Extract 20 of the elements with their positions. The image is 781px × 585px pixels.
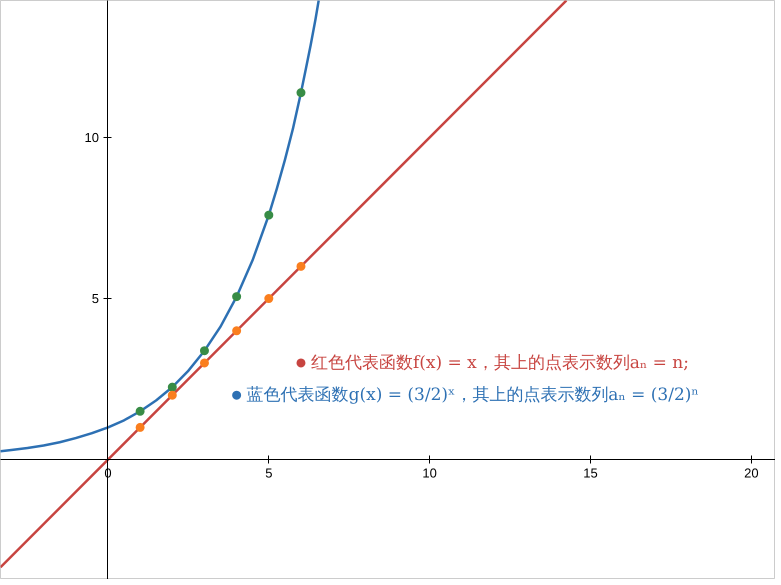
point [296,88,306,98]
x-tick-label: 5 [265,466,272,481]
point [296,262,306,271]
point [232,292,242,302]
x-tick-label: 10 [422,466,437,481]
point [136,406,145,416]
series-label: 红色代表函数f(x) = x，其上的点表示数列aₙ = n; [310,352,689,373]
point [232,390,242,400]
point [200,346,209,356]
point [200,358,209,368]
point [136,422,145,432]
point [264,294,274,304]
point [168,382,177,392]
series-label: 蓝色代表函数g(x) = (3/2)ˣ，其上的点表示数列aₙ = (3/2)ⁿ [246,385,699,406]
point [168,390,177,400]
x-tick-label: 20 [744,466,759,481]
x-tick-label: 15 [583,466,598,481]
point [264,210,274,220]
point [296,358,306,368]
point [232,326,242,336]
